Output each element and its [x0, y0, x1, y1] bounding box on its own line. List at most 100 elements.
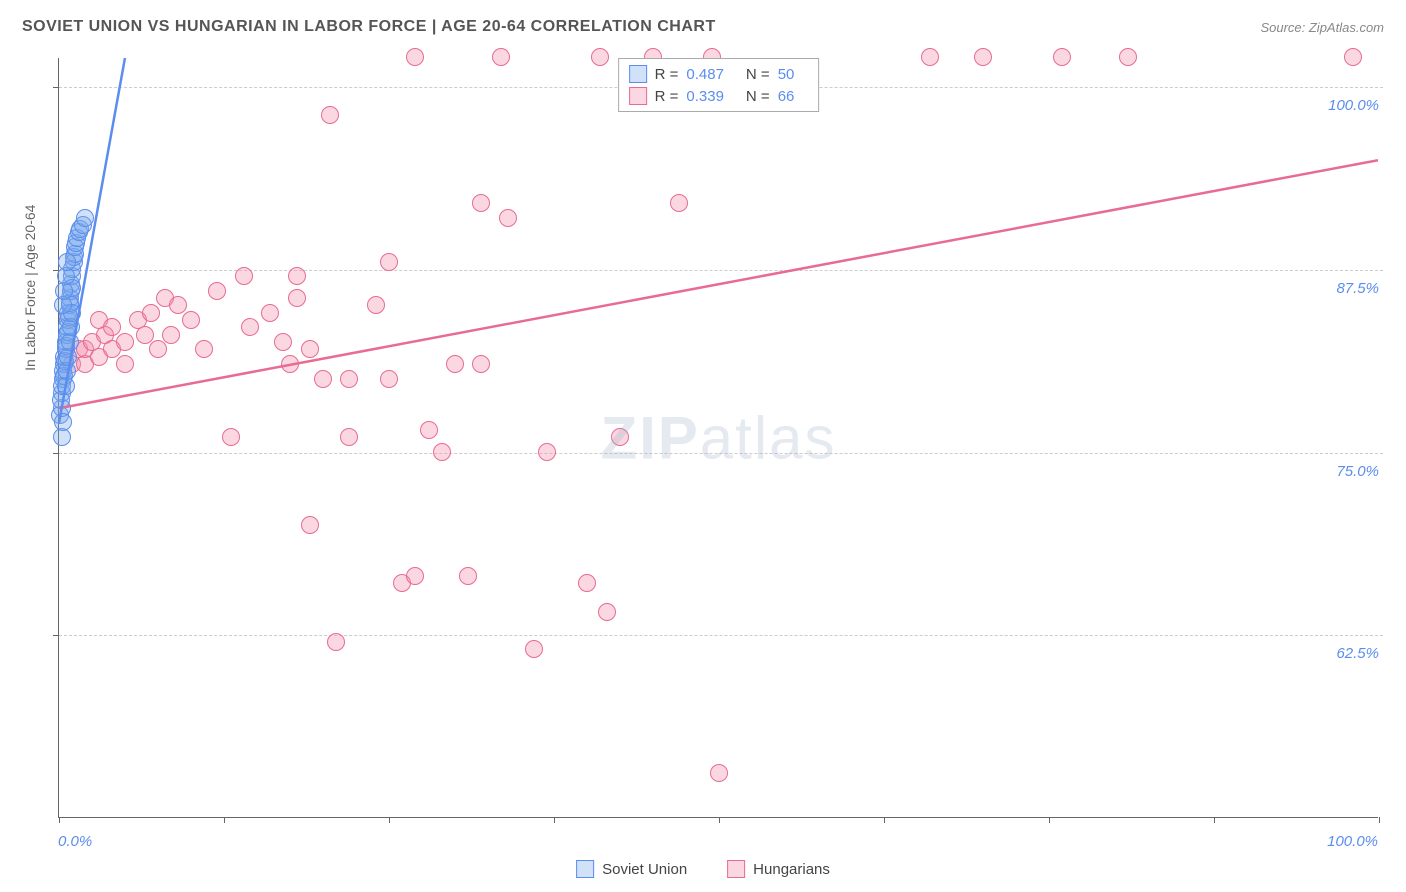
swatch-soviet [629, 65, 647, 83]
gridline-h [59, 270, 1383, 271]
watermark-light: atlas [700, 404, 837, 471]
data-point-hungarian [321, 106, 339, 124]
data-point-hungarian [380, 253, 398, 271]
data-point-hungarian [1344, 48, 1362, 66]
legend-item-hungarian: Hungarians [727, 860, 830, 878]
data-point-hungarian [380, 370, 398, 388]
data-point-hungarian [208, 282, 226, 300]
data-point-hungarian [459, 567, 477, 585]
data-point-hungarian [241, 318, 259, 336]
data-point-hungarian [611, 428, 629, 446]
data-point-hungarian [103, 318, 121, 336]
data-point-hungarian [235, 267, 253, 285]
stats-row-hungarian: R = 0.339 N = 66 [629, 85, 809, 107]
title-bar: SOVIET UNION VS HUNGARIAN IN LABOR FORCE… [22, 18, 1384, 36]
data-point-hungarian [314, 370, 332, 388]
data-point-hungarian [281, 355, 299, 373]
data-point-soviet [54, 413, 72, 431]
data-point-hungarian [142, 304, 160, 322]
n-value-soviet: 50 [778, 66, 795, 83]
data-point-hungarian [921, 48, 939, 66]
data-point-hungarian [288, 289, 306, 307]
data-point-hungarian [169, 296, 187, 314]
data-point-hungarian [261, 304, 279, 322]
stats-legend: R = 0.487 N = 50 R = 0.339 N = 66 [618, 58, 820, 112]
swatch-hungarian [727, 860, 745, 878]
x-tick [719, 817, 720, 823]
data-point-hungarian [182, 311, 200, 329]
r-value-hungarian: 0.339 [686, 88, 724, 105]
data-point-hungarian [149, 340, 167, 358]
x-tick [554, 817, 555, 823]
y-tick-label: 75.0% [1332, 463, 1383, 480]
legend-label-soviet: Soviet Union [602, 861, 687, 878]
trend-line [59, 160, 1378, 408]
plot-area: ZIPatlas R = 0.487 N = 50 R = 0.339 N = … [58, 58, 1378, 818]
x-tick [389, 817, 390, 823]
data-point-hungarian [367, 296, 385, 314]
data-point-hungarian [538, 443, 556, 461]
r-value-soviet: 0.487 [686, 66, 724, 83]
data-point-hungarian [492, 48, 510, 66]
data-point-hungarian [222, 428, 240, 446]
data-point-hungarian [162, 326, 180, 344]
swatch-hungarian [629, 87, 647, 105]
data-point-hungarian [195, 340, 213, 358]
x-tick [884, 817, 885, 823]
data-point-hungarian [288, 267, 306, 285]
data-point-hungarian [116, 333, 134, 351]
data-point-hungarian [340, 370, 358, 388]
stats-row-soviet: R = 0.487 N = 50 [629, 63, 809, 85]
n-value-hungarian: 66 [778, 88, 795, 105]
series-legend: Soviet Union Hungarians [576, 860, 830, 878]
data-point-hungarian [710, 764, 728, 782]
trend-lines-svg [59, 58, 1378, 817]
x-tick [1214, 817, 1215, 823]
data-point-hungarian [578, 574, 596, 592]
swatch-soviet [576, 860, 594, 878]
data-point-hungarian [1119, 48, 1137, 66]
r-label: R = [655, 88, 679, 105]
chart-title: SOVIET UNION VS HUNGARIAN IN LABOR FORCE… [22, 18, 716, 36]
data-point-hungarian [433, 443, 451, 461]
data-point-hungarian [670, 194, 688, 212]
legend-label-hungarian: Hungarians [753, 861, 830, 878]
data-point-hungarian [525, 640, 543, 658]
x-tick [59, 817, 60, 823]
data-point-hungarian [116, 355, 134, 373]
data-point-hungarian [974, 48, 992, 66]
gridline-h [59, 635, 1383, 636]
correlation-chart: SOVIET UNION VS HUNGARIAN IN LABOR FORCE… [0, 0, 1406, 892]
y-tick [53, 453, 59, 454]
y-tick-label: 100.0% [1324, 97, 1383, 114]
data-point-hungarian [591, 48, 609, 66]
x-axis-max-label: 100.0% [1327, 833, 1378, 850]
data-point-hungarian [340, 428, 358, 446]
data-point-soviet [76, 209, 94, 227]
data-point-hungarian [499, 209, 517, 227]
y-tick [53, 87, 59, 88]
n-label: N = [746, 66, 770, 83]
data-point-hungarian [1053, 48, 1071, 66]
y-tick [53, 635, 59, 636]
data-point-hungarian [136, 326, 154, 344]
r-label: R = [655, 66, 679, 83]
data-point-hungarian [301, 516, 319, 534]
data-point-hungarian [446, 355, 464, 373]
data-point-hungarian [420, 421, 438, 439]
y-axis-title: In Labor Force | Age 20-64 [22, 205, 38, 371]
data-point-hungarian [406, 567, 424, 585]
data-point-hungarian [327, 633, 345, 651]
data-point-hungarian [598, 603, 616, 621]
y-tick-label: 62.5% [1332, 645, 1383, 662]
x-tick [1379, 817, 1380, 823]
n-label: N = [746, 88, 770, 105]
watermark: ZIPatlas [600, 403, 836, 472]
x-tick [1049, 817, 1050, 823]
data-point-soviet [58, 253, 76, 271]
x-tick [224, 817, 225, 823]
data-point-hungarian [301, 340, 319, 358]
data-point-hungarian [274, 333, 292, 351]
data-point-hungarian [472, 355, 490, 373]
source-attribution: Source: ZipAtlas.com [1260, 20, 1384, 35]
